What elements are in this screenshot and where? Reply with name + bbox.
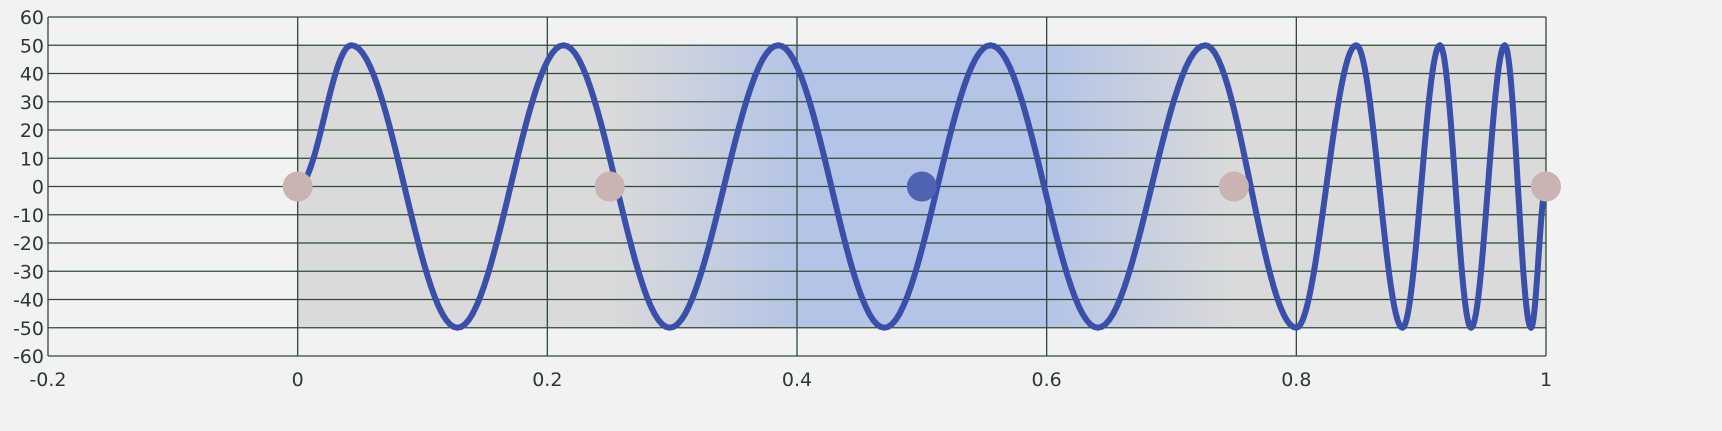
y-tick-label: 50 bbox=[20, 35, 44, 57]
grid bbox=[47, 16, 1547, 357]
control-point[interactable] bbox=[1531, 171, 1561, 202]
x-tick-label: 0.4 bbox=[782, 369, 812, 391]
control-point[interactable] bbox=[906, 171, 937, 202]
y-tick-label: -10 bbox=[13, 205, 44, 227]
y-tick-label: -30 bbox=[13, 261, 44, 283]
y-tick-label: 0 bbox=[32, 177, 44, 199]
x-tick-label: 1 bbox=[1540, 369, 1552, 391]
x-tick-label: 0 bbox=[292, 369, 304, 391]
control-point[interactable] bbox=[1218, 171, 1249, 202]
control-point[interactable] bbox=[282, 171, 313, 202]
y-tick-label: 40 bbox=[20, 64, 44, 86]
x-tick-label: -0.2 bbox=[29, 369, 66, 391]
y-tick-label: -60 bbox=[13, 346, 44, 368]
x-tick-label: 0.8 bbox=[1281, 369, 1311, 391]
x-tick-labels: -0.2 0 0.2 0.4 0.6 0.8 1 bbox=[29, 369, 1552, 391]
x-tick-label: 0.2 bbox=[532, 369, 562, 391]
y-tick-label: -50 bbox=[13, 318, 44, 340]
y-tick-label: 10 bbox=[20, 148, 44, 170]
y-tick-label: 60 bbox=[20, 7, 44, 29]
y-tick-label: 30 bbox=[20, 92, 44, 114]
control-points bbox=[282, 171, 1561, 202]
y-tick-labels: 60 50 40 30 20 10 0 -10 -20 -30 -40 -50 -60 bbox=[13, 7, 44, 368]
y-tick-label: -20 bbox=[13, 233, 44, 255]
series-line bbox=[294, 42, 1549, 331]
x-tick-label: 0.6 bbox=[1032, 369, 1062, 391]
y-tick-label: 20 bbox=[20, 120, 44, 142]
control-point[interactable] bbox=[594, 171, 625, 202]
y-tick-label: -40 bbox=[13, 290, 44, 312]
